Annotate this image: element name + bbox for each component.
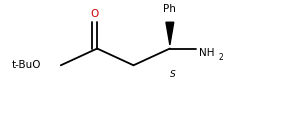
Text: O: O	[90, 9, 98, 19]
Polygon shape	[166, 22, 174, 45]
Text: S: S	[170, 70, 176, 79]
Text: 2: 2	[218, 53, 223, 62]
Text: Ph: Ph	[164, 4, 176, 14]
Text: t-BuO: t-BuO	[12, 60, 41, 70]
Text: NH: NH	[199, 48, 215, 58]
